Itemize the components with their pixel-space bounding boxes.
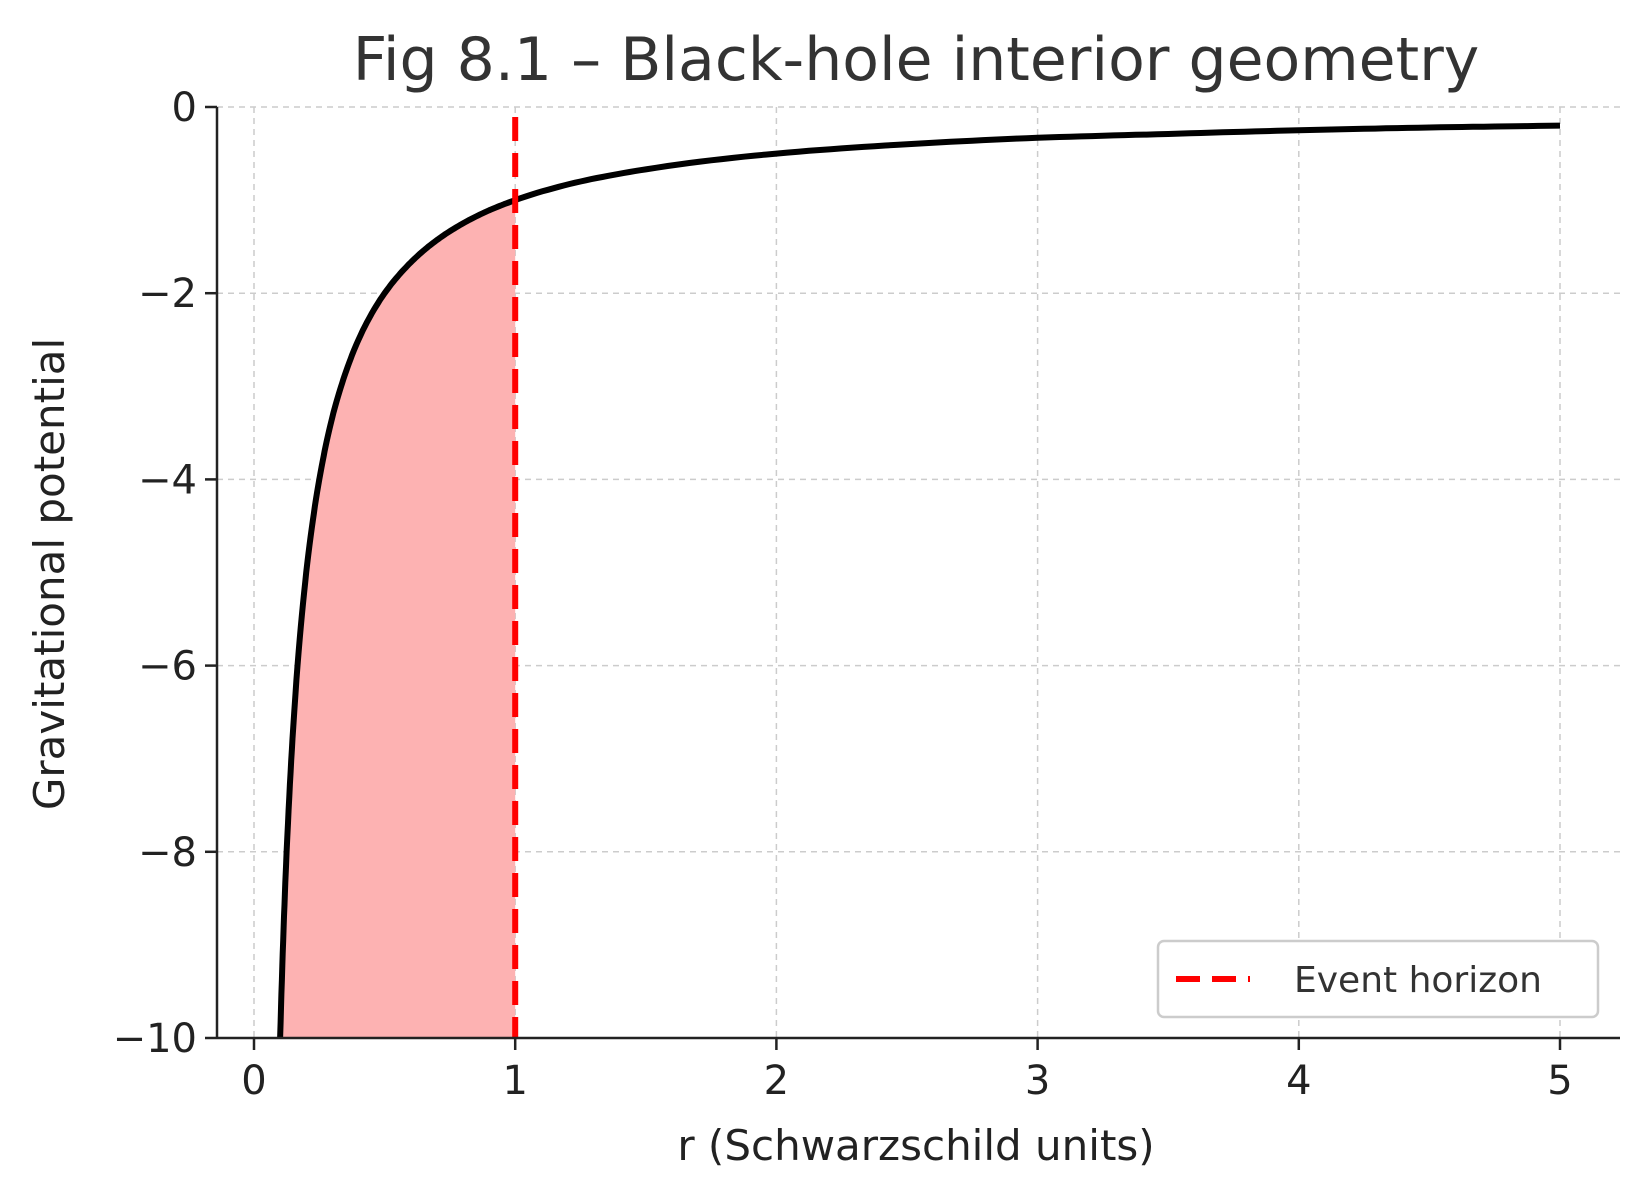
y-tick-label: −6 [138,644,197,690]
y-tick-label: −10 [113,1016,197,1062]
x-tick-label: 4 [1286,1058,1311,1104]
y-axis-ticks: 0 −2 −4 −6 −8 −10 [113,85,217,1062]
x-tick-label: 5 [1547,1058,1572,1104]
y-axis-label: Gravitational potential [25,338,74,810]
legend-box [1156,939,1600,1019]
potential-curve [277,122,1561,1039]
legend-label-event-horizon: Event horizon [1294,960,1542,1001]
x-axis-ticks: 0 1 2 3 4 5 [241,1038,1573,1104]
y-tick-label: 0 [172,85,197,131]
x-tick-label: 2 [764,1058,789,1104]
shaded-interior-region [280,200,516,1039]
x-tick-label: 0 [241,1058,266,1104]
legend: Event horizon [1156,939,1600,1019]
x-axis-label: r (Schwarzschild units) [677,1121,1154,1170]
y-tick-label: −4 [138,457,197,503]
x-tick-label: 1 [502,1058,527,1104]
x-tick-label: 3 [1025,1058,1050,1104]
y-tick-label: −2 [138,271,197,317]
plot-lines [277,117,1561,1039]
axes-spines [215,107,1620,1040]
y-tick-label: −8 [138,830,197,876]
chart-title: Fig 8.1 – Black-hole interior geometry [353,25,1480,95]
